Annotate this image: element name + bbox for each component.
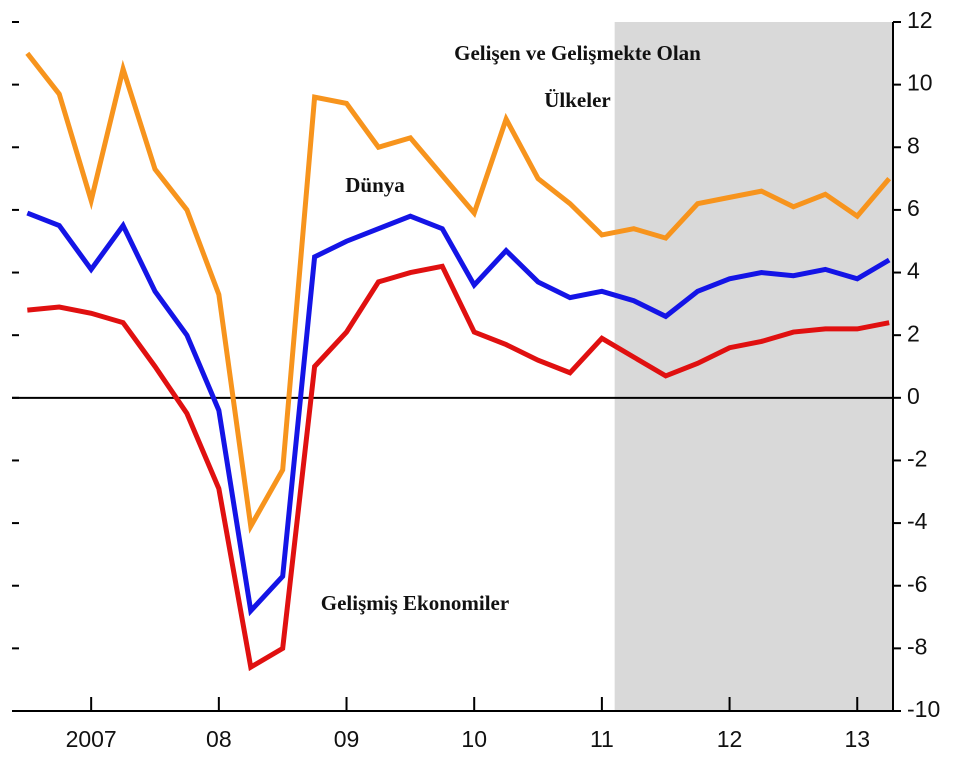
y-tick-label: -8	[907, 633, 927, 659]
y-tick-label: 6	[907, 195, 920, 221]
x-tick-label: 10	[461, 726, 487, 752]
y-tick-label: 2	[907, 320, 920, 346]
y-tick-label: 10	[907, 70, 933, 96]
y-tick-label: 0	[907, 383, 920, 409]
y-tick-label: 4	[907, 258, 920, 284]
series-label: Gelişen ve Gelişmekte Olan Ülkeler	[454, 41, 701, 112]
y-tick-label: 8	[907, 132, 920, 158]
x-tick-label: 11	[590, 726, 614, 752]
series-label: Gelişmiş Ekonomiler	[320, 591, 510, 615]
series-line	[25, 51, 892, 534]
x-tick-label: 13	[844, 726, 870, 752]
y-tick-label: -4	[907, 508, 928, 534]
series-line	[27, 263, 890, 672]
y-tick-label: 12	[907, 7, 933, 33]
x-tick-label: 09	[334, 726, 360, 752]
x-tick-label: 12	[717, 726, 743, 752]
y-tick-label: -10	[907, 696, 940, 722]
y-tick-label: -2	[907, 446, 927, 472]
x-tick-label: 08	[206, 726, 232, 752]
forecast-shade	[614, 22, 893, 711]
x-tick-label: 2007	[66, 726, 117, 752]
y-tick-label: -6	[907, 571, 927, 597]
series-label: Dünya	[345, 173, 405, 197]
series-line	[26, 210, 891, 617]
